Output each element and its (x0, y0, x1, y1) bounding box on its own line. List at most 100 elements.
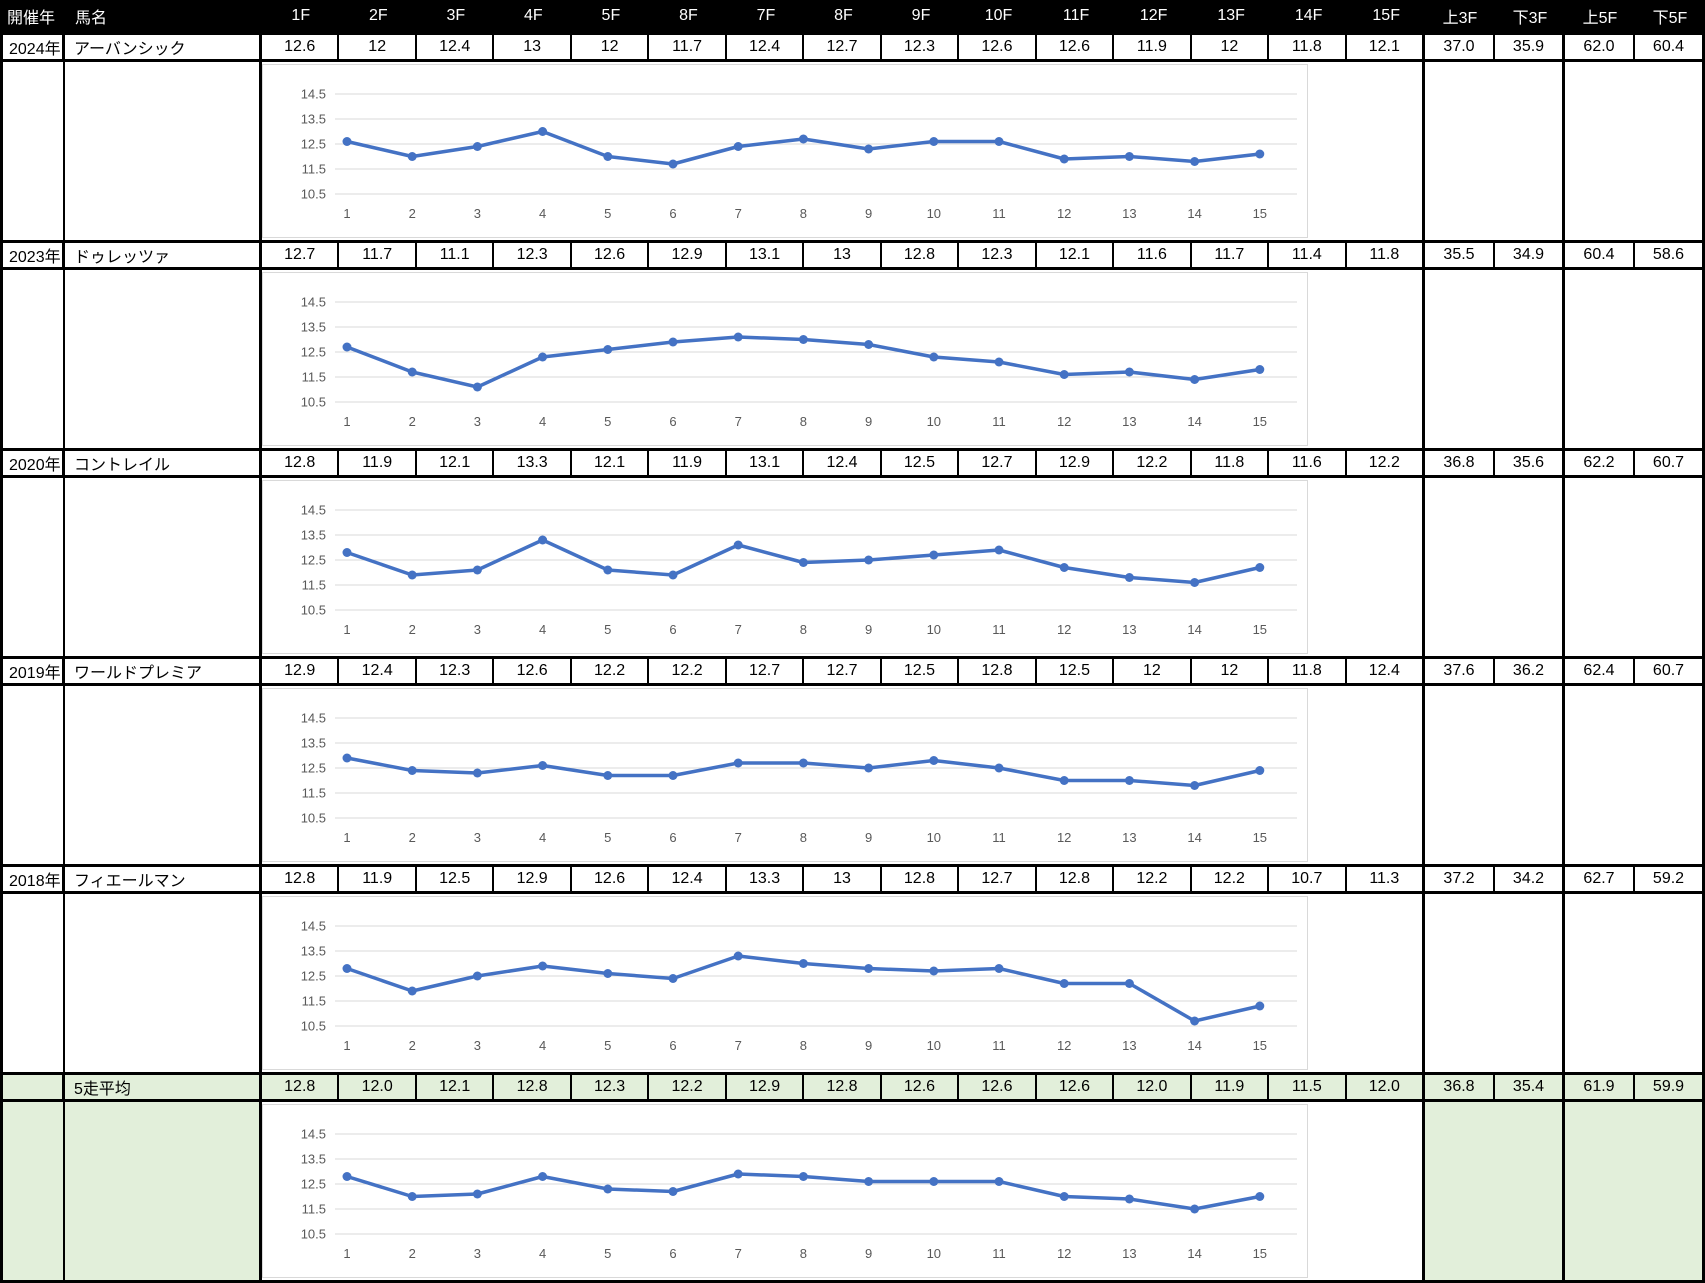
header-lap-columns: 1F 2F 3F 4F 5F 8F 7F 8F 9F 10F 11F 12F 13F 14F 15F (262, 0, 1425, 32)
svg-text:10.5: 10.5 (301, 395, 326, 410)
lap-cell: 12.5 (416, 867, 495, 891)
summary-cell: 35.9 (1495, 35, 1565, 59)
chart-data-point (994, 964, 1004, 973)
chart-data-point (342, 964, 352, 973)
summary-empty-cell-3f (1425, 1102, 1565, 1280)
lap-cell: 12.9 (649, 243, 727, 267)
chart-data-point (342, 548, 352, 557)
lap-cell: 12.1 (571, 451, 650, 475)
header-lap-col-12: 12F (1139, 7, 1168, 24)
svg-text:11.5: 11.5 (302, 994, 326, 1009)
lap-cell: 12.2 (649, 659, 727, 683)
chart-data-point (407, 986, 417, 996)
svg-text:13.5: 13.5 (301, 528, 326, 543)
lap-cell: 12.7 (726, 659, 805, 683)
chart-data-point (929, 137, 939, 146)
chart-data-point (603, 345, 613, 354)
chart-row-name-spacer (65, 270, 262, 448)
summary-cell: 60.7 (1635, 451, 1705, 475)
svg-text:6: 6 (669, 414, 676, 429)
chart-x-axis-labels: 1 2 3 4 5 6 7 8 9 10 11 12 13 14 15 (343, 1038, 1267, 1053)
header-lap-col-9: 9F (911, 7, 931, 24)
header-lap-col-11: 11F (1062, 7, 1090, 24)
svg-text:3: 3 (474, 1246, 481, 1261)
chart-data-point (668, 570, 678, 580)
svg-text:1: 1 (343, 1246, 350, 1261)
lap-cell: 11.7 (649, 35, 727, 59)
chart-data-point (1059, 979, 1069, 988)
chart-line-series (342, 951, 1265, 1026)
svg-text:14: 14 (1187, 1246, 1201, 1261)
chart-data-point (603, 771, 613, 780)
chart-y-axis-labels: 14.5 13.5 12.5 11.5 10.5 (301, 711, 326, 826)
svg-text:11.5: 11.5 (302, 162, 326, 177)
svg-text:11: 11 (992, 206, 1006, 221)
svg-text:6: 6 (669, 1246, 676, 1261)
chart-data-point (733, 1169, 743, 1179)
chart-line-series (342, 127, 1265, 169)
lap-cells: 12.8 11.9 12.1 13.3 12.1 11.9 13.1 12.4 12.5 12.7… (262, 451, 1426, 475)
chart-row-year-spacer (0, 478, 65, 656)
year-cell: 2018年 (0, 867, 65, 891)
summary-empty-cell-5f (1565, 62, 1705, 240)
chart-x-axis-labels: 1 2 3 4 5 6 7 8 9 10 11 12 13 14 15 (343, 414, 1267, 429)
lap-cell: 12.6 (571, 243, 650, 267)
lap-cell: 12.4 (726, 35, 805, 59)
lap-cell: 12.2 (1346, 451, 1426, 475)
svg-text:7: 7 (735, 206, 742, 221)
chart-data-point (603, 152, 613, 161)
lap-cell: 12.6 (1036, 1075, 1115, 1099)
chart-data-point (864, 340, 874, 349)
header-lap-col-10: 10F (984, 7, 1013, 24)
svg-text:13: 13 (1122, 414, 1136, 429)
svg-text:4: 4 (539, 1246, 546, 1261)
lap-line-chart: 14.513.512.511.510.51 2 3 4 5 6 7 8 9 10 11 12 13 14 1… (262, 480, 1308, 654)
chart-line-series (342, 753, 1265, 790)
lap-cell: 13 (804, 867, 882, 891)
lap-cell: 11.7 (339, 243, 417, 267)
lap-cell: 11.7 (1191, 243, 1270, 267)
chart-data-point (798, 758, 808, 768)
horse-name-cell: コントレイル (65, 451, 262, 475)
chart-data-point (1124, 573, 1134, 582)
svg-text:5: 5 (604, 206, 611, 221)
summary-empty-cell-5f (1565, 686, 1705, 864)
lap-cell: 12.4 (416, 35, 495, 59)
lap-value-row: 2024年 アーバンシック 12.6 12 12.4 13 12 11.7 12.4 12.7… (0, 32, 1705, 62)
chart-data-point (538, 961, 548, 971)
svg-text:9: 9 (865, 1246, 872, 1261)
svg-text:2: 2 (409, 1246, 416, 1261)
chart-data-point (929, 550, 939, 560)
header-lap-col-4: 4F (524, 7, 543, 24)
lap-cell: 12.5 (881, 451, 960, 475)
chart-data-point (1190, 157, 1200, 166)
svg-text:8: 8 (800, 622, 807, 637)
summary-empty-cell-3f (1425, 686, 1565, 864)
summary-cell: 35.4 (1495, 1075, 1565, 1099)
chart-row-year-spacer (0, 1102, 65, 1280)
chart-row-name-spacer (65, 62, 262, 240)
chart-line-series (342, 535, 1265, 587)
chart-row-gap (1308, 686, 1425, 864)
summary-cell: 62.0 (1565, 35, 1635, 59)
header-lap-col-8: 8F (834, 7, 853, 24)
svg-text:8: 8 (800, 206, 807, 221)
svg-text:12.5: 12.5 (301, 969, 326, 984)
header-lap-col-1: 1F (291, 7, 311, 24)
svg-text:5: 5 (604, 622, 611, 637)
svg-text:2: 2 (409, 206, 416, 221)
svg-text:13: 13 (1122, 830, 1136, 845)
header-name-label: 馬名 (75, 10, 108, 27)
lap-cell: 12.7 (262, 243, 340, 267)
lap-line-chart: 14.513.512.511.510.51 2 3 4 5 6 7 8 9 10 11 12 13 14 1… (262, 64, 1308, 238)
svg-text:1: 1 (343, 1038, 350, 1053)
chart-data-point (929, 1177, 939, 1186)
chart-x-axis-labels: 1 2 3 4 5 6 7 8 9 10 11 12 13 14 15 (343, 830, 1267, 845)
svg-text:12: 12 (1057, 1038, 1071, 1053)
chart-data-point (1124, 979, 1134, 988)
lap-cell: 11.4 (1269, 243, 1347, 267)
horse-sections: 2024年 アーバンシック 12.6 12 12.4 13 12 11.7 12.4 12.7… (0, 32, 1705, 1280)
svg-text:12.5: 12.5 (301, 345, 326, 360)
lap-cell: 12 (339, 35, 417, 59)
chart-x-axis-labels: 1 2 3 4 5 6 7 8 9 10 11 12 13 14 15 (343, 622, 1267, 637)
